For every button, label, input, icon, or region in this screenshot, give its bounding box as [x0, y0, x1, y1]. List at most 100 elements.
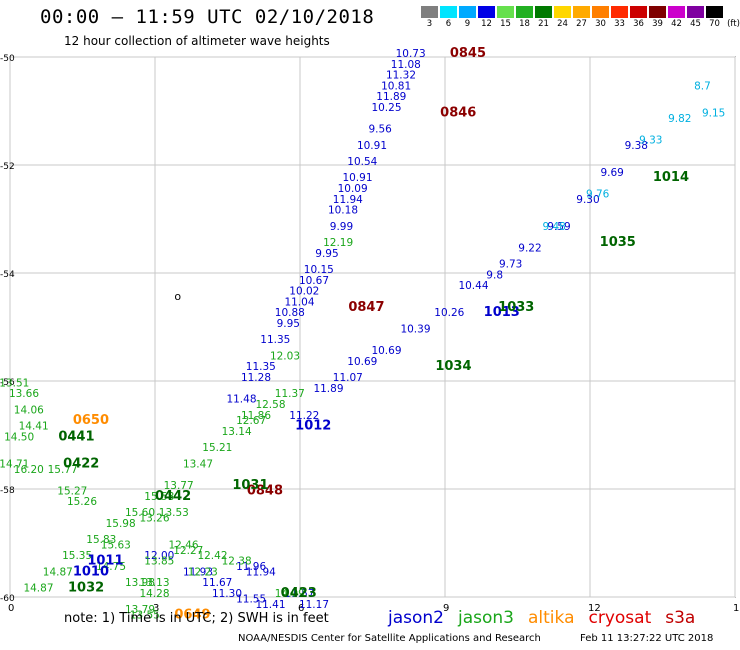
footer-credit: NOAA/NESDIS Center for Satellite Applica… [238, 633, 541, 644]
legend-swatch [553, 5, 572, 19]
data-point-label: 10.91 [342, 172, 372, 184]
data-point-label: 8.7 [694, 80, 711, 92]
data-point-label: 13.77 [164, 480, 194, 492]
legend-tick-label: 15 [500, 19, 511, 29]
legend-tick-label: 27 [576, 19, 587, 29]
x-tick-label: 6 [298, 603, 304, 614]
legend-tick-label: 39 [652, 19, 663, 29]
y-tick-label: -60 [0, 594, 15, 604]
data-point-label: 11.04 [284, 296, 314, 308]
legend-swatch [496, 5, 515, 19]
legend-tick-label: 18 [519, 19, 530, 29]
legend-swatch [420, 5, 439, 19]
pass-time-label: 1014 [653, 170, 689, 185]
footer-timestamp: Feb 11 13:27:22 UTC 2018 [580, 633, 714, 644]
pass-time-label: 1012 [295, 419, 331, 434]
y-tick-label: -58 [0, 486, 15, 496]
legend-cell: 33 [610, 5, 629, 29]
legend-cell: 6 [439, 5, 458, 29]
data-point-label: 14.75 [96, 561, 126, 573]
legend-swatch [705, 5, 724, 19]
y-tick-label: -56 [0, 378, 15, 388]
footer-note: note: 1) Time is in UTC; 2) SWH is in fe… [64, 611, 329, 626]
pass-time-label: 0441 [58, 429, 94, 444]
data-point-label: 10.39 [400, 323, 430, 335]
data-point-label: 9.30 [576, 194, 599, 206]
legend-tick-label: 45 [690, 19, 701, 29]
data-point-label: 10.91 [357, 140, 387, 152]
data-point-label: 15.26 [67, 496, 97, 508]
data-point-label: 15.83 [86, 534, 116, 546]
data-point-label: 11.93 [183, 566, 213, 578]
data-point-label: 9.15 [702, 107, 725, 119]
data-point-label: 13.53 [159, 507, 189, 519]
pass-time-label: 1032 [68, 581, 104, 596]
legend-cell: 39 [648, 5, 667, 29]
data-point-label: 14.28 [139, 588, 169, 600]
data-point-label: 15.21 [202, 442, 232, 454]
pass-time-label: 0847 [348, 300, 384, 315]
data-point-label: 13.14 [222, 426, 252, 438]
data-point-label: 11.86 [241, 410, 271, 422]
data-point-label: 12.58 [255, 399, 285, 411]
legend-swatch [648, 5, 667, 19]
data-point-label: 11.55 [236, 593, 266, 605]
pass-time-label: 1010 [73, 564, 109, 579]
legend-cell: 24 [553, 5, 572, 29]
pass-time-label: 1013 [484, 305, 520, 320]
data-point-label: 11.94 [246, 566, 276, 578]
data-point-label: 14.50 [4, 431, 34, 443]
y-tick-label: -52 [0, 162, 15, 172]
data-point-label: 9.95 [277, 318, 300, 330]
x-tick-label: 12 [588, 603, 601, 614]
data-point-label: 11.94 [333, 194, 363, 206]
data-point-label: 13.13 [139, 577, 169, 589]
pass-time-label: 0848 [247, 483, 283, 498]
data-point-label: 9.82 [668, 113, 691, 125]
color-legend: 3 6 9 12 15 18 21 24 27 30 33 36 39 42 45 70 (ft) [420, 5, 740, 29]
data-point-label: 14.71 [0, 458, 29, 470]
pass-time-label: 0422 [63, 456, 99, 471]
pass-time-label: 1034 [435, 359, 471, 374]
data-point-label: 14.06 [14, 404, 44, 416]
data-point-label: 10.67 [299, 275, 329, 287]
legend-swatch [515, 5, 534, 19]
data-point-label: 12.19 [323, 237, 353, 249]
data-point-label: 10.73 [396, 48, 426, 60]
pass-time-label: 0846 [440, 105, 476, 120]
data-point-label: 12.42 [197, 550, 227, 562]
data-point-label: 12.00 [144, 550, 174, 562]
data-point-label: 15.63 [101, 539, 131, 551]
pass-time-label: 1011 [87, 554, 123, 569]
data-point-label: 15.35 [62, 550, 92, 562]
data-point-label: 14.87 [23, 583, 53, 595]
data-point-label: 9.8 [486, 269, 503, 281]
data-point-label: 9.69 [600, 167, 623, 179]
data-point-label: 15.58 [144, 491, 174, 503]
data-point-label: 11.57 [284, 588, 314, 600]
data-point-label: 11.28 [241, 372, 271, 384]
header-subtitle: 12 hour collection of altimeter wave hei… [64, 34, 330, 48]
footer-series-label: altika [528, 608, 575, 628]
legend-tick-label: 6 [445, 19, 452, 29]
legend-cell: 3 [420, 5, 439, 29]
legend-tick-label: 24 [557, 19, 568, 29]
pass-time-label: 0442 [155, 489, 191, 504]
data-point-label: 13.66 [9, 388, 39, 400]
data-point-label: 9.22 [518, 242, 541, 254]
legend-cell: (ft) [724, 5, 740, 29]
data-point-label: 15.98 [106, 518, 136, 530]
data-point-label: 10.15 [304, 264, 334, 276]
pass-time-label: 1031 [232, 478, 268, 493]
data-point-label: 13.26 [139, 512, 169, 524]
x-tick-label: 3 [153, 603, 159, 614]
data-point-label: 11.32 [386, 70, 416, 82]
data-point-label: 15.60 [125, 507, 155, 519]
pass-time-label: 0650 [73, 413, 109, 428]
data-point-label: 11.35 [246, 361, 276, 373]
legend-swatch [629, 5, 648, 19]
x-tick-label: 0 [8, 603, 14, 614]
footer-series-label: s3a [665, 608, 696, 628]
legend-swatch [534, 5, 553, 19]
